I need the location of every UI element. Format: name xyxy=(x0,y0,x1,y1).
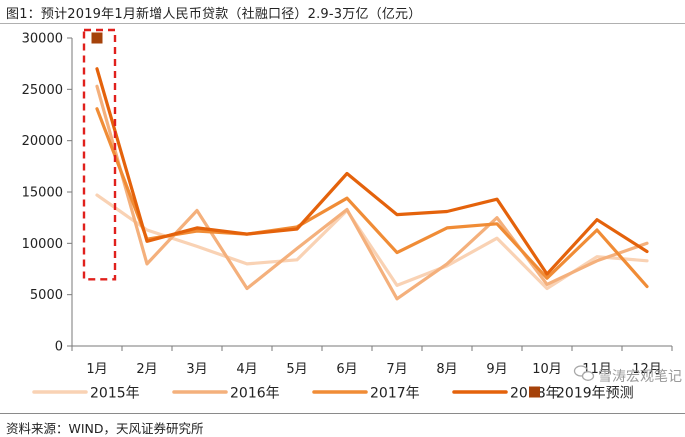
x-tick-label: 2月 xyxy=(136,362,157,377)
legend-label-1: 2015年 xyxy=(90,386,140,402)
y-tick-label: 15000 xyxy=(22,186,63,201)
series-lines xyxy=(95,67,649,301)
chart-legend: 2015年2016年2017年2018年2019年预测 xyxy=(32,386,634,402)
x-tick-label: 12月 xyxy=(632,362,662,377)
wechat-icon xyxy=(573,365,595,381)
y-tick-label: 0 xyxy=(55,340,63,355)
bottom-divider xyxy=(0,413,685,414)
legend-swatch-forecast xyxy=(529,386,540,398)
series-line-1 xyxy=(95,193,649,291)
top-divider xyxy=(0,23,685,24)
x-tick-label: 6月 xyxy=(336,362,357,377)
y-tick-label: 10000 xyxy=(22,237,63,252)
chart-title: 图1：预计2019年1月新增人民币贷款（社融口径）2.9-3万亿（亿元） xyxy=(6,7,422,22)
y-tick-label: 25000 xyxy=(22,83,63,98)
x-tick-label: 9月 xyxy=(486,362,507,377)
x-tick-label: 5月 xyxy=(286,362,307,377)
forecast-highlight-box xyxy=(82,28,117,281)
x-tick-label: 10月 xyxy=(532,362,562,377)
series-line-4 xyxy=(95,67,649,276)
y-tick-label: 20000 xyxy=(22,134,63,149)
legend-label-2: 2016年 xyxy=(230,386,280,402)
chart-axes: 0 5000 10000 15000 20000 25000 30000 1月 2月 3月 4月 5月… xyxy=(22,32,673,377)
series-line-3 xyxy=(95,107,649,289)
source-note: 资料来源：WIND，天风证券研究所 xyxy=(6,421,204,436)
series-line-2 xyxy=(95,84,649,301)
legend-label-3: 2017年 xyxy=(370,386,420,402)
x-tick-label: 8月 xyxy=(436,362,457,377)
legend-label-forecast: 2019年预测 xyxy=(556,386,634,402)
y-tick-label: 30000 xyxy=(22,32,63,47)
x-tick-label: 4月 xyxy=(236,362,257,377)
x-tick-label: 3月 xyxy=(186,362,207,377)
y-tick-label: 5000 xyxy=(30,288,63,303)
watermark-text: 雪涛宏观笔记 xyxy=(598,369,682,385)
x-tick-label: 7月 xyxy=(386,362,407,377)
forecast-layer xyxy=(82,28,117,281)
forecast-point xyxy=(91,32,103,44)
x-tick-label: 1月 xyxy=(86,362,107,377)
watermark: 雪涛宏观笔记 xyxy=(573,365,682,385)
line-chart: 0 5000 10000 15000 20000 25000 30000 1月 2月 3月 4月 5月… xyxy=(22,28,682,402)
